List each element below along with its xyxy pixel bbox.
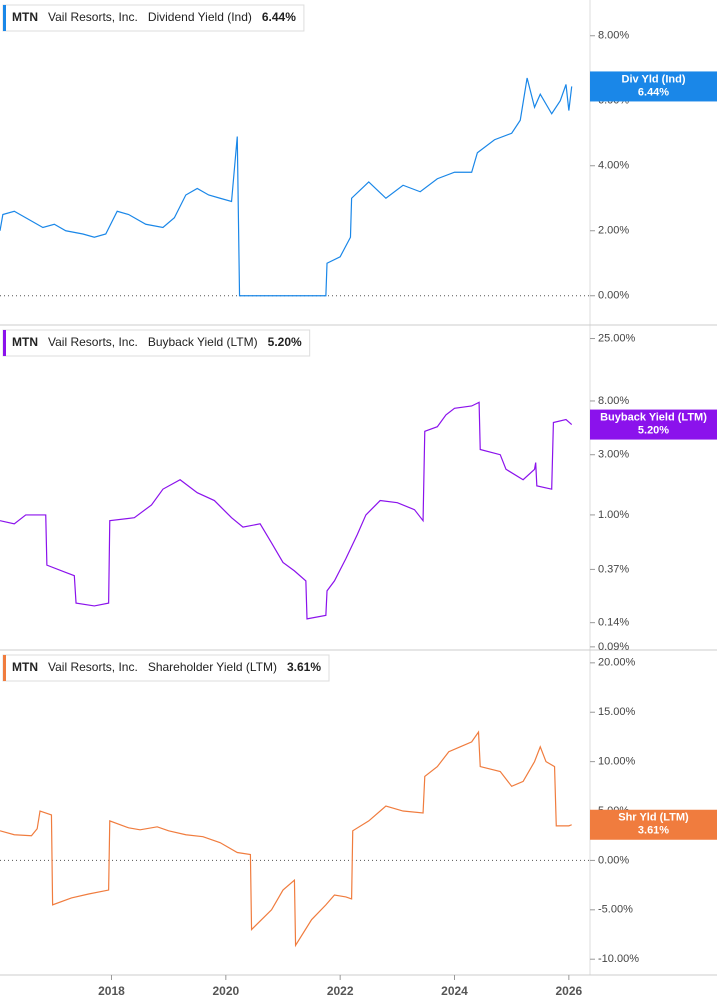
y-tick-label: 0.00% (598, 290, 629, 302)
legend-series: Dividend Yield (Ind) (148, 10, 252, 24)
y-tick-label: 0.14% (598, 617, 629, 629)
y-tick-label: -10.00% (598, 953, 639, 965)
x-tick-label: 2018 (98, 984, 125, 998)
legend-swatch (3, 5, 6, 31)
legend-box (2, 4, 305, 32)
series-line (0, 401, 573, 620)
legend-value: 5.20% (268, 335, 302, 349)
legend-company: Vail Resorts, Inc. (48, 660, 138, 674)
value-flag (590, 71, 717, 102)
y-tick-label: 0.09% (598, 641, 629, 653)
legend-swatch (3, 330, 6, 356)
legend-ticker: MTN (12, 335, 38, 349)
legend: MTN Vail Resorts, Inc. Shareholder Yield (… (2, 654, 330, 682)
flag-value: 5.20% (638, 424, 669, 436)
y-tick-label: 15.00% (598, 706, 636, 718)
flag-name: Div Yld (Ind) (622, 73, 686, 85)
y-tick-label: 25.00% (598, 332, 636, 344)
y-tick-label: 0.00% (598, 854, 629, 866)
legend-value: 6.44% (262, 10, 296, 24)
legend-company: Vail Resorts, Inc. (48, 10, 138, 24)
legend-ticker: MTN (12, 10, 38, 24)
y-tick-label: 4.00% (598, 160, 629, 172)
series-line (0, 730, 572, 948)
series-line (0, 77, 573, 297)
x-tick-label: 2020 (212, 984, 239, 998)
y-tick-label: 10.00% (598, 756, 636, 768)
y-tick-label: 8.00% (598, 395, 629, 407)
y-tick-label: 2.00% (598, 225, 629, 237)
value-flag (590, 409, 717, 440)
legend-company: Vail Resorts, Inc. (48, 335, 138, 349)
flag-value: 6.44% (638, 86, 669, 98)
legend-series: Shareholder Yield (LTM) (148, 660, 277, 674)
y-tick-label: 3.00% (598, 449, 629, 461)
legend-box (2, 654, 330, 682)
legend-series: Buyback Yield (LTM) (148, 335, 258, 349)
x-tick-label: 2026 (555, 984, 582, 998)
flag-value: 3.61% (638, 825, 669, 837)
y-tick-label: 0.37% (598, 563, 629, 575)
legend-ticker: MTN (12, 660, 38, 674)
x-tick-label: 2022 (327, 984, 354, 998)
y-tick-label: -5.00% (598, 904, 633, 916)
y-tick-label: 8.00% (598, 30, 629, 42)
legend-box (2, 329, 311, 357)
x-tick-label: 2024 (441, 984, 468, 998)
y-tick-label: 1.00% (598, 509, 629, 521)
y-tick-label: 20.00% (598, 657, 636, 669)
legend-value: 3.61% (287, 660, 321, 674)
legend: MTN Vail Resorts, Inc. Dividend Yield (Ind… (2, 4, 305, 32)
legend-swatch (3, 655, 6, 681)
legend: MTN Vail Resorts, Inc. Buyback Yield (LTM)… (2, 329, 311, 357)
value-flag (590, 809, 717, 840)
flag-name: Buyback Yield (LTM) (600, 411, 707, 423)
flag-name: Shr Yld (LTM) (618, 812, 689, 824)
